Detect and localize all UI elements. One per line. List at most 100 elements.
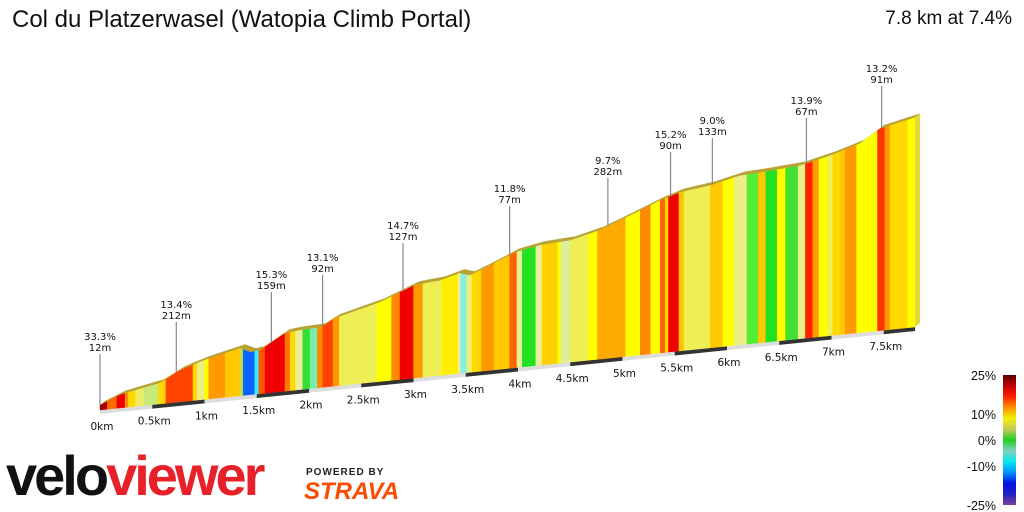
gradient-segment	[509, 251, 518, 369]
annotation-length: 77m	[498, 195, 520, 206]
gradient-segment	[128, 389, 136, 408]
gradient-segment	[295, 329, 303, 391]
annotation-length: 90m	[659, 141, 681, 152]
annotation-length: 67m	[795, 107, 817, 118]
gradient-segment	[460, 273, 467, 374]
gradient-segment	[225, 347, 241, 398]
annotation-length: 282m	[593, 167, 622, 178]
gradient-segment	[264, 332, 286, 394]
gradient-segment	[758, 171, 766, 344]
legend-label: -10%	[967, 460, 996, 474]
gradient-segment	[124, 392, 129, 408]
gradient-segment	[239, 347, 244, 396]
legend-label: -25%	[967, 499, 996, 512]
climb-summary: 7.8 km at 7.4%	[885, 8, 1012, 29]
gradient-segment	[557, 241, 562, 364]
gradient-segment	[722, 177, 735, 347]
powered-by-label: POWERED BY	[306, 467, 385, 478]
gradient-segment	[481, 262, 495, 372]
gradient-segment	[399, 285, 414, 380]
x-tick-label: 3.5km	[451, 384, 484, 396]
gradient-segment	[466, 273, 473, 373]
baseline-km-marker	[570, 356, 623, 367]
gradient-segment	[665, 196, 669, 353]
baseline-km-marker	[779, 335, 832, 345]
gradient-segment	[832, 151, 841, 336]
gradient-segment	[258, 346, 266, 395]
gradient-segment	[597, 217, 626, 360]
gradient-segment	[339, 302, 378, 386]
strava-logo[interactable]: STRAVA	[304, 478, 400, 505]
annotation-grade: 11.8%	[494, 184, 526, 195]
gradient-segment	[493, 254, 510, 371]
gradient-segment	[242, 349, 255, 396]
veloviewer-logo[interactable]: veloviewer	[6, 446, 265, 506]
gradient-segment	[309, 327, 318, 389]
x-tick-label: 1.5km	[242, 405, 275, 417]
x-tick-label: 4km	[509, 378, 532, 390]
annotation-grade: 9.7%	[595, 156, 620, 167]
legend-label: 25%	[971, 369, 996, 383]
x-tick-label: 6.5km	[765, 352, 798, 364]
legend-label: 0%	[978, 434, 996, 448]
baseline-km-marker	[883, 327, 916, 335]
gradient-segment	[907, 117, 916, 328]
gradient-segment	[204, 358, 209, 400]
x-tick-label: 0km	[91, 421, 114, 433]
gradient-segment	[889, 119, 908, 330]
gradient-segment	[516, 249, 523, 368]
annotation-grade: 14.7%	[387, 221, 419, 232]
gradient-segment	[812, 158, 820, 338]
annotation-grade: 13.9%	[791, 96, 823, 107]
gradient-segment	[158, 378, 167, 405]
baseline-km-marker	[465, 367, 518, 377]
x-tick-label: 2.5km	[347, 394, 380, 406]
annotation-grade: 15.2%	[655, 130, 687, 141]
gradient-segment	[471, 269, 482, 373]
x-tick-label: 1km	[195, 410, 218, 422]
gradient-segment	[208, 352, 226, 400]
gradient-segment	[765, 169, 778, 343]
gradient-segment	[289, 330, 296, 391]
baseline-km-marker	[152, 399, 205, 409]
annotation-grade: 9.0%	[700, 116, 725, 127]
annotation-grade: 13.2%	[866, 64, 898, 75]
gradient-segment	[570, 233, 589, 363]
grade-legend: 25% 10% 0% -10% -25%	[967, 369, 1016, 512]
gradient-segment	[376, 296, 392, 383]
gradient-segment	[196, 359, 205, 401]
annotation-length: 127m	[389, 232, 418, 243]
gradient-segment	[668, 192, 680, 353]
gradient-segment	[683, 185, 711, 351]
annotation-length: 133m	[698, 127, 727, 138]
gradient-segment	[107, 396, 117, 410]
gradient-segment	[458, 273, 461, 374]
baseline-km-marker	[674, 346, 727, 356]
x-tick-label: 4.5km	[556, 373, 589, 385]
x-tick-label: 7km	[822, 347, 845, 359]
gradient-segment	[192, 362, 198, 401]
gradient-segment	[797, 163, 806, 340]
gradient-segment	[332, 316, 340, 387]
gradient-segment	[839, 149, 846, 335]
annotation-grade: 15.3%	[255, 270, 287, 281]
gradient-segment	[535, 244, 543, 366]
gradient-segment	[844, 144, 857, 335]
gradient-segment	[650, 200, 661, 355]
annotation-grade: 13.1%	[307, 253, 339, 264]
gradient-segment	[818, 156, 828, 338]
x-tick-label: 3km	[404, 389, 427, 401]
gradient-segment	[805, 161, 813, 339]
annotation-length: 12m	[89, 343, 111, 354]
gradient-segment	[746, 172, 759, 345]
gradient-segment	[856, 129, 878, 334]
gradient-segment	[441, 273, 459, 376]
annotation-grade: 13.4%	[160, 300, 192, 311]
x-tick-label: 0.5km	[138, 416, 171, 428]
gradient-segment	[284, 331, 291, 392]
gradient-segment	[776, 167, 786, 342]
page-title: Col du Platzerwasel (Watopia Climb Porta…	[12, 6, 472, 33]
profile-end-face	[915, 113, 921, 328]
gradient-segment	[413, 283, 424, 379]
